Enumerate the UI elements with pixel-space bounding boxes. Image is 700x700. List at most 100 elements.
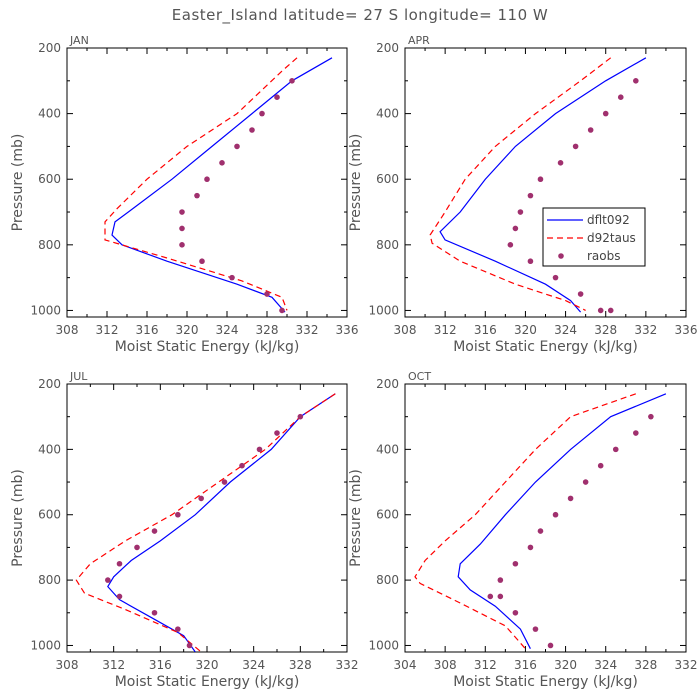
data-point-raobs: [527, 258, 534, 265]
data-point-raobs: [179, 225, 185, 232]
data-point-raobs: [587, 127, 594, 133]
data-point-raobs: [487, 593, 494, 600]
data-point-raobs: [259, 110, 265, 117]
data-point-raobs: [557, 160, 564, 166]
x-axis-label: Moist Static Energy (kJ/kg): [115, 339, 300, 355]
series-group: [414, 393, 667, 650]
data-point-raobs: [198, 495, 204, 502]
x-tick-label: 312: [102, 658, 125, 672]
x-axis-label: Moist Static Energy (kJ/kg): [115, 674, 300, 690]
data-point-raobs: [274, 94, 280, 101]
legend-label-raobs: raobs: [587, 249, 621, 263]
data-point-raobs: [633, 78, 639, 84]
data-point-raobs: [186, 642, 193, 649]
data-point-raobs: [633, 430, 639, 436]
plot-frame: [404, 383, 687, 653]
series-line-dflt092: [107, 393, 336, 652]
panels: JAN 308 312 316 320 324 328 332 336 200 400 600 800 1…: [10, 34, 697, 690]
panel-title: JUL: [69, 370, 88, 383]
y-tick-label: 200: [38, 41, 61, 55]
data-point-raobs: [116, 560, 123, 567]
plot-frame: [66, 47, 348, 318]
data-point-raobs: [497, 593, 504, 600]
x-tick-label: 320: [176, 323, 199, 337]
x-tick-label: 320: [514, 323, 537, 337]
x-tick-label: 312: [474, 658, 497, 672]
data-point-raobs: [239, 462, 245, 469]
x-tick-label: 324: [554, 323, 577, 337]
series-group: [429, 57, 647, 314]
data-point-raobs: [229, 274, 235, 281]
data-point-raobs: [527, 544, 534, 551]
data-point-raobs: [537, 176, 544, 183]
y-tick-label: 200: [38, 377, 61, 391]
data-point-raobs: [179, 209, 185, 215]
x-tick-label: 316: [474, 323, 497, 337]
chart-panel-jul: JUL 308 312 316 320 324 328 332 200 400 600 800 1000…: [10, 370, 358, 690]
y-tick-label: 600: [376, 172, 399, 186]
y-tick-label: 800: [38, 573, 61, 587]
data-point-raobs: [151, 528, 158, 534]
data-point-raobs: [219, 160, 225, 166]
y-tick-label: 400: [38, 107, 61, 121]
x-tick-label: 312: [434, 323, 457, 337]
x-tick-label: 328: [634, 658, 657, 672]
y-tick-label: 600: [376, 508, 399, 522]
x-tick-label: 332: [675, 658, 698, 672]
data-point-raobs: [582, 479, 589, 485]
x-tick-label: 328: [289, 658, 312, 672]
x-tick-label: 308: [56, 323, 79, 337]
data-point-raobs: [256, 446, 263, 453]
data-point-raobs: [552, 511, 559, 518]
data-point-raobs: [289, 78, 295, 84]
x-tick-label: 324: [242, 658, 265, 672]
data-point-raobs: [567, 495, 574, 502]
data-point-raobs: [297, 413, 304, 420]
y-axis-label: Pressure (mb): [348, 469, 364, 567]
x-tick-label: 328: [256, 323, 279, 337]
y-tick-label: 200: [376, 377, 399, 391]
data-point-raobs: [274, 430, 280, 436]
x-tick-label: 332: [634, 323, 657, 337]
x-tick-label: 316: [136, 323, 159, 337]
plot-frame: [66, 383, 348, 653]
series-group: [75, 393, 336, 652]
x-tick-label: 312: [96, 323, 119, 337]
series-line-dflt092: [457, 393, 667, 649]
plot-frame: [404, 47, 687, 318]
data-point-raobs: [648, 413, 654, 420]
y-tick-label: 800: [38, 238, 61, 252]
data-point-raobs: [264, 291, 270, 297]
y-tick-label: 400: [376, 442, 399, 456]
data-point-raobs: [572, 143, 579, 150]
y-axis-label: Pressure (mb): [10, 134, 26, 232]
panel-title: APR: [408, 34, 430, 47]
data-point-raobs: [577, 291, 584, 297]
x-tick-label: 308: [394, 323, 417, 337]
data-point-raobs: [612, 446, 619, 453]
x-tick-label: 320: [196, 658, 219, 672]
panel-title: JAN: [69, 34, 89, 47]
data-point-raobs: [602, 110, 609, 117]
data-point-raobs: [517, 209, 524, 215]
chart-panel-oct: OCT 304 308 312 316 320 324 328 332 200 400 600 800 1…: [348, 370, 697, 690]
data-point-raobs: [507, 242, 514, 248]
series-line-d92taus: [414, 393, 636, 650]
data-point-raobs: [527, 192, 534, 199]
y-tick-label: 600: [38, 172, 61, 186]
data-point-raobs: [175, 626, 181, 632]
series-line-d92taus: [104, 57, 298, 311]
x-tick-label: 332: [296, 323, 319, 337]
legend-label-d92taus: d92taus: [587, 231, 636, 245]
data-point-raobs: [116, 593, 123, 600]
data-point-raobs: [537, 528, 544, 534]
data-point-raobs: [134, 544, 140, 551]
x-axis-label: Moist Static Energy (kJ/kg): [453, 674, 638, 690]
series-line-dflt092: [439, 57, 647, 313]
y-tick-label: 800: [376, 238, 399, 252]
x-tick-label: 328: [594, 323, 617, 337]
data-point-raobs: [552, 274, 559, 281]
legend-marker-raobs: [558, 253, 564, 259]
series-line-d92taus: [429, 57, 612, 311]
x-tick-label: 324: [594, 658, 617, 672]
